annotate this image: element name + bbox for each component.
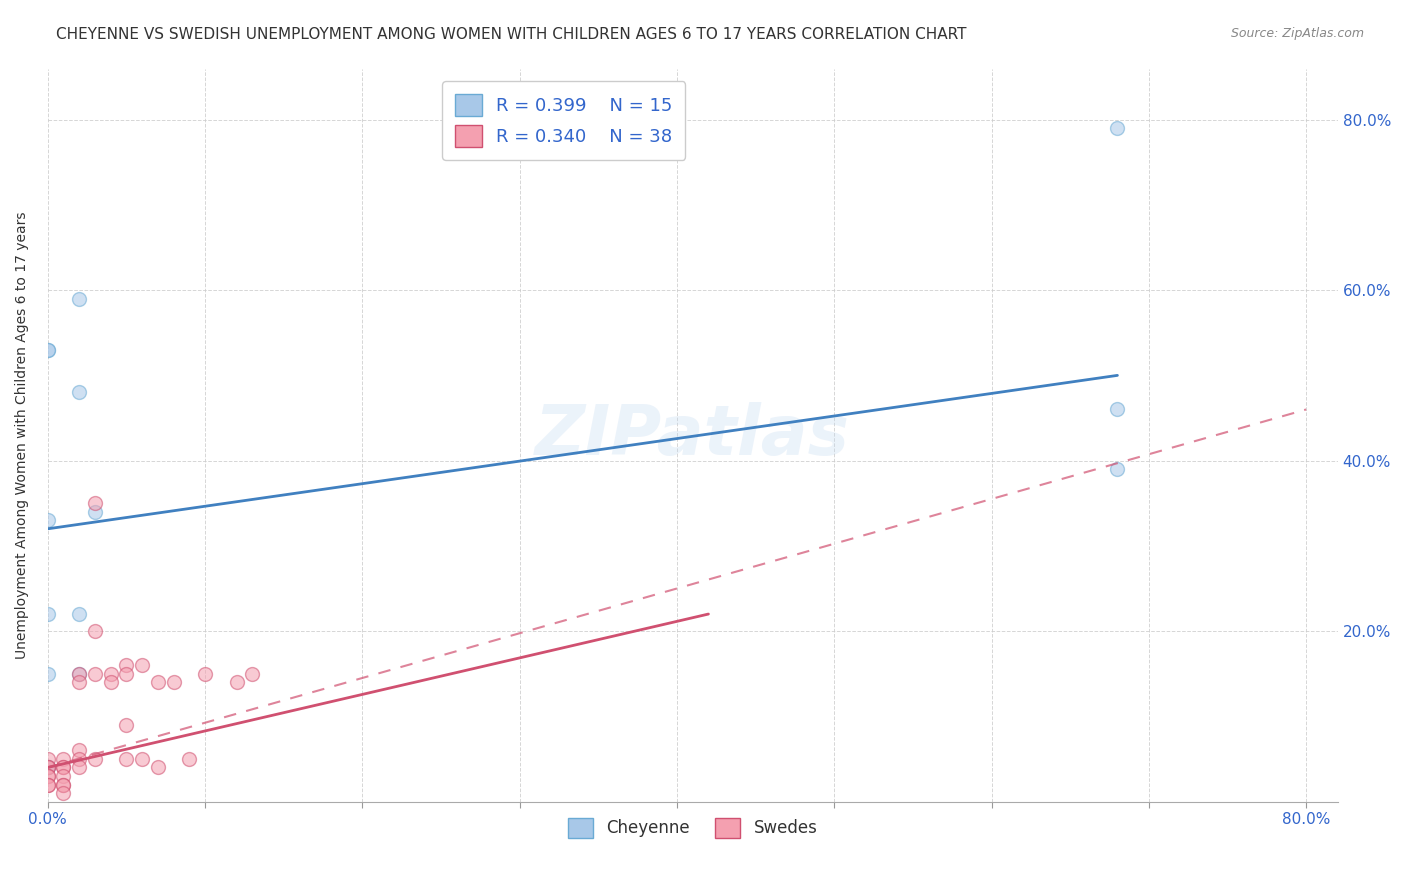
Point	[1107, 121, 1129, 136]
Point	[52, 786, 75, 800]
Point	[37, 760, 59, 774]
Point	[37, 760, 59, 774]
Point	[194, 666, 217, 681]
Point	[240, 666, 263, 681]
Point	[1107, 462, 1129, 476]
Point	[67, 752, 90, 766]
Point	[37, 343, 59, 357]
Text: ZIPatlas: ZIPatlas	[536, 401, 851, 468]
Text: Source: ZipAtlas.com: Source: ZipAtlas.com	[1230, 27, 1364, 40]
Point	[146, 675, 169, 690]
Point	[100, 666, 122, 681]
Point	[115, 666, 138, 681]
Point	[37, 778, 59, 792]
Point	[131, 752, 153, 766]
Point	[146, 760, 169, 774]
Point	[162, 675, 184, 690]
Point	[37, 343, 59, 357]
Point	[115, 718, 138, 732]
Point	[52, 760, 75, 774]
Point	[37, 666, 59, 681]
Point	[84, 496, 107, 510]
Point	[37, 769, 59, 783]
Point	[67, 760, 90, 774]
Point	[67, 607, 90, 621]
Point	[67, 666, 90, 681]
Point	[84, 666, 107, 681]
Point	[179, 752, 201, 766]
Point	[52, 769, 75, 783]
Point	[115, 658, 138, 673]
Point	[37, 760, 59, 774]
Point	[37, 513, 59, 527]
Point	[37, 760, 59, 774]
Point	[67, 675, 90, 690]
Point	[1107, 402, 1129, 417]
Point	[37, 607, 59, 621]
Point	[67, 385, 90, 400]
Point	[37, 752, 59, 766]
Point	[115, 752, 138, 766]
Y-axis label: Unemployment Among Women with Children Ages 6 to 17 years: Unemployment Among Women with Children A…	[15, 211, 30, 659]
Point	[37, 778, 59, 792]
Point	[225, 675, 247, 690]
Point	[67, 292, 90, 306]
Point	[67, 743, 90, 757]
Text: CHEYENNE VS SWEDISH UNEMPLOYMENT AMONG WOMEN WITH CHILDREN AGES 6 TO 17 YEARS CO: CHEYENNE VS SWEDISH UNEMPLOYMENT AMONG W…	[56, 27, 967, 42]
Point	[37, 769, 59, 783]
Point	[131, 658, 153, 673]
Point	[84, 624, 107, 639]
Point	[67, 666, 90, 681]
Point	[52, 760, 75, 774]
Point	[100, 675, 122, 690]
Point	[84, 752, 107, 766]
Legend: Cheyenne, Swedes: Cheyenne, Swedes	[561, 811, 824, 845]
Point	[84, 505, 107, 519]
Point	[52, 778, 75, 792]
Point	[52, 778, 75, 792]
Point	[52, 752, 75, 766]
